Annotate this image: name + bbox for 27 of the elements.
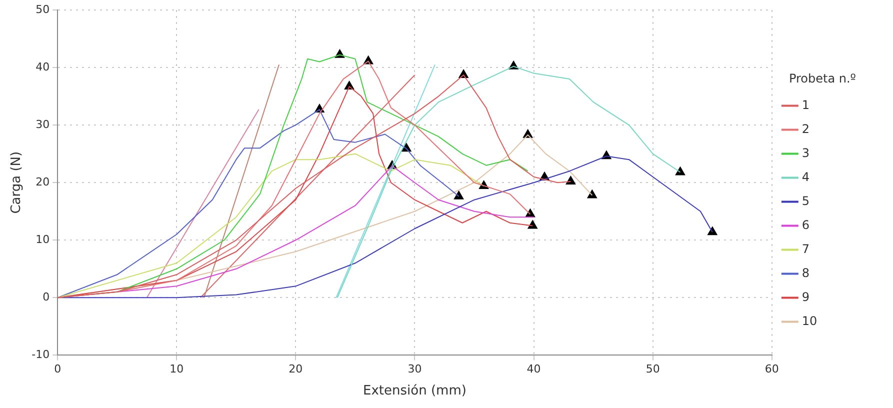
- x-axis-title: Extensión (mm): [363, 384, 466, 399]
- x-tick-label: 30: [408, 362, 422, 376]
- y-tick-label: 40: [36, 60, 50, 74]
- y-tick-label: -10: [32, 348, 50, 362]
- y-axis-title: Carga (N): [9, 151, 24, 214]
- legend-label: 9: [802, 290, 863, 304]
- y-tick-label: 0: [42, 290, 50, 304]
- x-tick-label: 10: [170, 362, 184, 376]
- y-tick-label: 20: [36, 175, 50, 188]
- legend-label: 7: [802, 242, 863, 256]
- legend-label: 6: [802, 218, 863, 232]
- x-tick-label: 60: [764, 362, 779, 376]
- legend-label: 3: [802, 146, 863, 160]
- legend-label: 10: [802, 314, 863, 328]
- x-tick-label: 0: [54, 362, 62, 376]
- legend-title: Probeta n.º: [788, 71, 856, 86]
- legend-label: 8: [802, 266, 863, 280]
- x-tick-label: 20: [288, 362, 303, 376]
- legend-label: 1: [802, 98, 863, 112]
- legend-label: 4: [802, 170, 863, 184]
- legend-label: 5: [802, 194, 863, 208]
- x-tick-label: 40: [526, 362, 541, 376]
- y-tick-label: 30: [36, 118, 50, 131]
- legend-label: 2: [802, 122, 863, 136]
- y-tick-label: 50: [36, 2, 50, 16]
- x-tick-label: 50: [646, 362, 660, 376]
- y-tick-label: 10: [36, 232, 50, 246]
